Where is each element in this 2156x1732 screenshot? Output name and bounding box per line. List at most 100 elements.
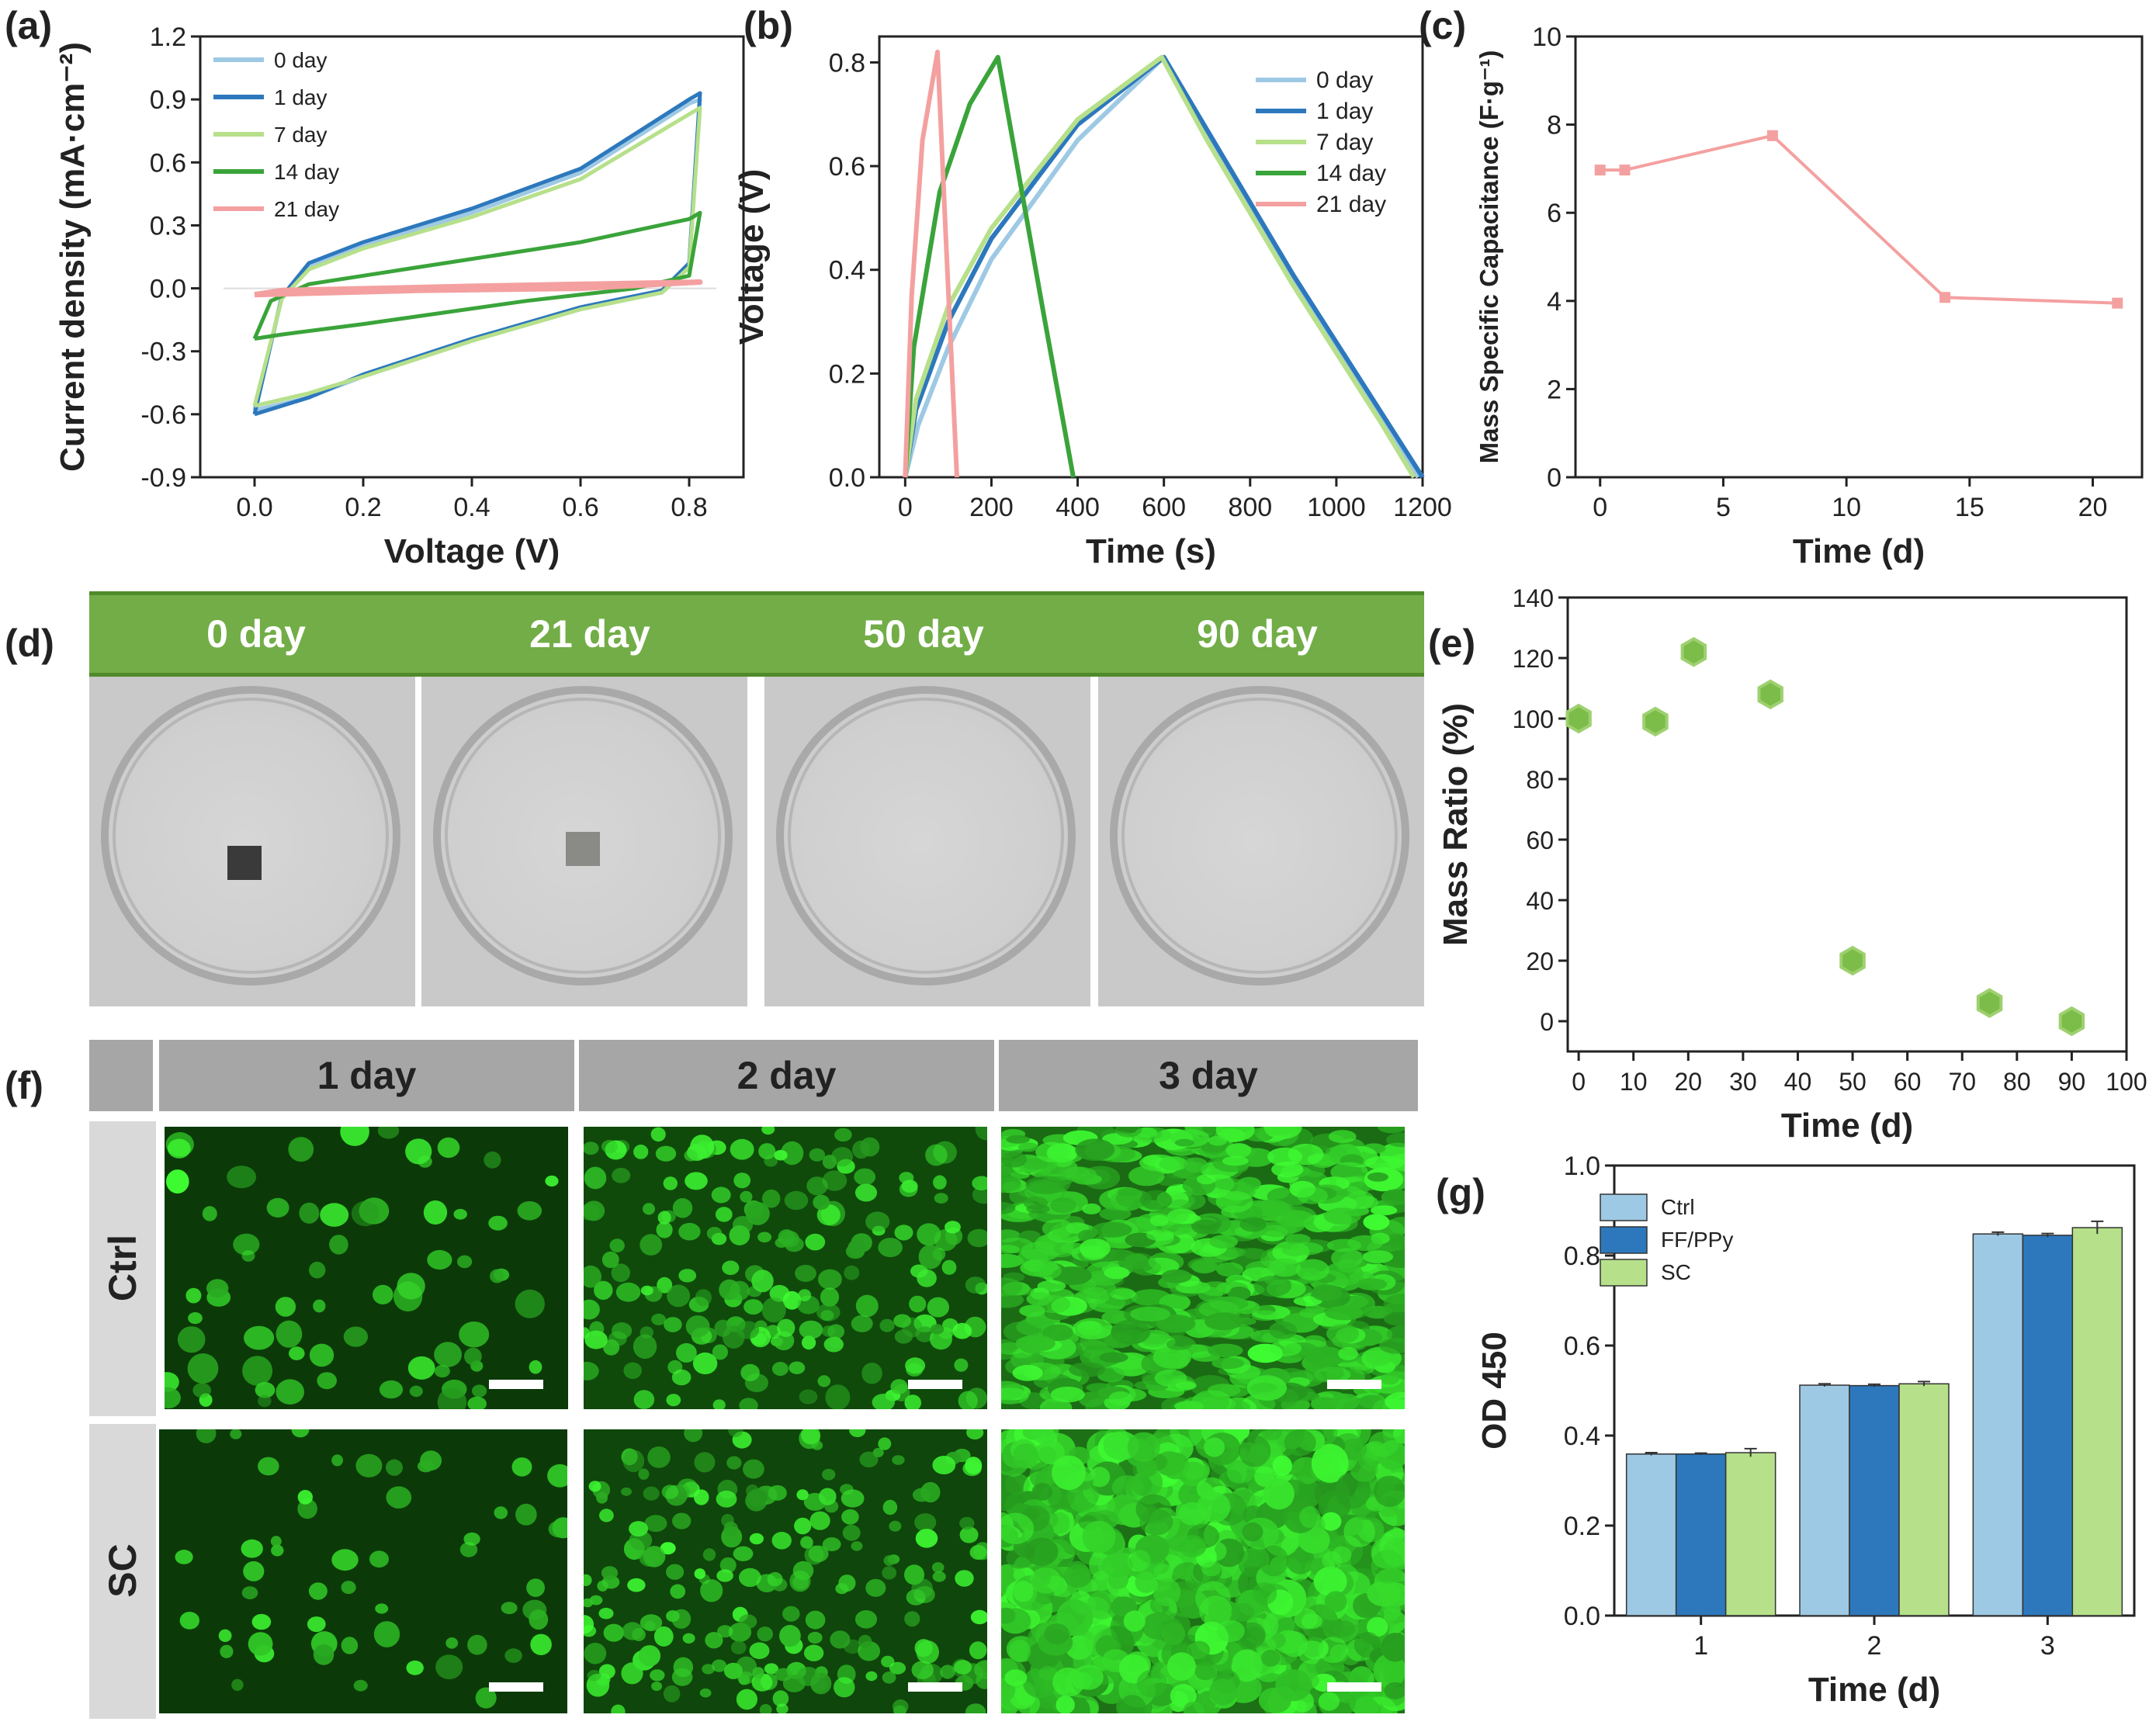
micrograph-ctrl-1-day: [165, 1127, 568, 1409]
x-tick-label: 40: [1784, 1068, 1812, 1096]
bar-SC-day-3: [2071, 1227, 2123, 1616]
cell-image: [165, 1127, 559, 1409]
legend-label: 1 day: [274, 85, 328, 109]
micrograph-sc-2-day: [584, 1429, 987, 1713]
x-tick-label: 30: [1729, 1068, 1757, 1096]
legend-label: 21 day: [1316, 192, 1386, 217]
x-axis-label: Time (d): [1808, 1671, 1940, 1709]
bar-SC-day-1: [1724, 1452, 1776, 1616]
y-tick-label: 0.2: [829, 359, 865, 389]
gcd-curve-1-day: [903, 54, 1425, 479]
y-tick-label: 20: [1526, 947, 1554, 975]
micrograph-ctrl-2-day: [584, 1127, 987, 1409]
bar-FF-PPy-day-2: [1849, 1384, 1900, 1616]
y-tick-label: 8: [1547, 111, 1562, 140]
chart-c: 0 5 10 15 20 0 2 4 6 8 10 Time (d) Mass Specific Cap…: [1475, 23, 2144, 570]
legend-label: 1 day: [1316, 99, 1373, 124]
column-header-3-day: 3 day: [999, 1040, 1418, 1111]
bar-Ctrl-day-2: [1799, 1384, 1850, 1616]
legend-swatch: [1600, 1226, 1648, 1254]
y-tick-label: 0.4: [829, 256, 865, 286]
legend-label: Ctrl: [1661, 1195, 1695, 1219]
y-axis-label: Mass Ratio (%): [1437, 703, 1475, 946]
y-tick-label: -0.6: [140, 400, 186, 430]
cv-curve-14-day: [252, 210, 702, 341]
legend-label: SC: [1661, 1260, 1691, 1284]
x-tick-label: 3: [2040, 1631, 2055, 1661]
y-tick-label: 40: [1526, 887, 1554, 915]
panel-label-a: (a): [5, 4, 53, 47]
row-header-sc: SC: [89, 1424, 156, 1719]
y-tick-label: -0.3: [140, 338, 186, 367]
y-tick-label: 0.2: [1564, 1512, 1600, 1541]
y-tick-label: 0.3: [150, 211, 186, 241]
x-tick-label: 10: [1620, 1068, 1648, 1096]
scale-bar: [908, 1380, 962, 1389]
y-tick-label: 140: [1513, 584, 1554, 612]
scale-bar: [1327, 1380, 1381, 1389]
y-tick-label: 0.8: [1564, 1242, 1600, 1271]
x-axis-label: Time (s): [1086, 532, 1216, 570]
x-tick-label: 0.0: [236, 493, 272, 522]
day-label-0: 0 day: [206, 612, 306, 656]
mass-ratio-point: [1565, 703, 1592, 734]
x-tick-label: 0.6: [562, 493, 598, 522]
y-tick-label: 0.0: [829, 463, 865, 493]
chart-b: 0 200 400 600 800 1000 1200 0.0 0.2 0.4 0.6 0.8 Time…: [733, 35, 1452, 570]
legend-label: 21 day: [274, 197, 339, 221]
legend-label: 0 day: [1316, 68, 1373, 93]
micrograph-sc-1-day: [159, 1429, 567, 1713]
column-header-1-day: 1 day: [159, 1040, 574, 1111]
day-label-50: 50 day: [863, 612, 984, 656]
y-tick-label: 0.9: [150, 85, 186, 115]
cell-image: [1001, 1429, 1405, 1713]
gcd-curve-14-day: [903, 54, 1076, 478]
y-tick-label: 0: [1547, 463, 1562, 493]
mass-ratio-point: [2058, 1006, 2085, 1037]
scale-bar: [1327, 1682, 1381, 1692]
x-tick-label: 60: [1894, 1068, 1922, 1096]
sample-film: [566, 832, 600, 866]
y-tick-label: 0.6: [829, 152, 865, 182]
x-tick-label: 90: [2058, 1068, 2086, 1096]
y-axis-label: Mass Specific Capacitance (F·g⁻¹): [1475, 50, 1503, 464]
grid-corner: [89, 1040, 153, 1111]
cell-image: [1001, 1127, 1405, 1409]
y-tick-label: 60: [1526, 826, 1554, 854]
y-axis-label: Voltage (V): [733, 169, 771, 345]
x-tick-label: 1: [1693, 1631, 1708, 1661]
y-tick-label: 0: [1540, 1008, 1554, 1036]
bar-SC-day-2: [1898, 1383, 1950, 1616]
cv-curve-1-day: [252, 91, 702, 417]
chart-g: 0.0 0.2 0.4 0.6 0.8 1.0 Time (d) OD 450 1 2 3 Ctrl F…: [1475, 1152, 2136, 1709]
capacitance-point: [2112, 297, 2123, 309]
scale-bar: [489, 1682, 543, 1692]
mass-ratio-point: [1642, 706, 1669, 737]
x-tick-label: 70: [1948, 1068, 1976, 1096]
bar-FF-PPy-day-1: [1675, 1453, 1727, 1616]
day-banner: 0 day 21 day 50 day 90 day: [89, 591, 1424, 677]
y-tick-label: 6: [1547, 199, 1562, 228]
x-tick-label: 600: [1142, 493, 1186, 522]
y-tick-label: 100: [1513, 705, 1554, 733]
y-tick-label: 0.0: [150, 275, 186, 304]
x-tick-label: 0.2: [345, 493, 381, 522]
x-tick-label: 20: [2078, 493, 2108, 522]
cv-curve-21-day: [254, 279, 703, 298]
y-tick-label: 0.0: [1564, 1602, 1600, 1631]
panel-label-f: (f): [5, 1064, 43, 1107]
y-tick-label: 0.6: [1564, 1332, 1600, 1361]
x-tick-label: 800: [1228, 493, 1272, 522]
y-tick-label: 2: [1547, 375, 1562, 404]
gcd-curve-7-day: [903, 54, 1416, 479]
cv-curve-7-day: [252, 106, 702, 408]
micrograph-ctrl-3-day: [1001, 1127, 1405, 1409]
x-axis-label: Voltage (V): [384, 532, 560, 570]
y-axis-label: Current density (mA·cm⁻²): [54, 42, 92, 472]
scale-bar: [489, 1380, 543, 1389]
x-tick-label: 0: [1593, 493, 1607, 522]
cell-image: [584, 1429, 987, 1713]
x-tick-label: 0.4: [453, 493, 490, 522]
legend-label: 14 day: [1316, 161, 1386, 186]
y-tick-label: 80: [1526, 766, 1554, 794]
